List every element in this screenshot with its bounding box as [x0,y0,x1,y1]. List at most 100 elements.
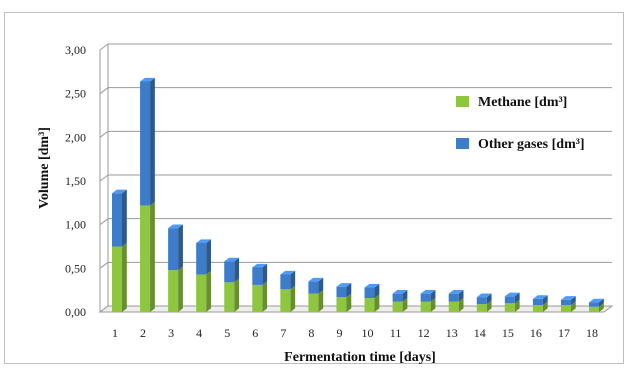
gridline-connector [99,43,109,51]
bar-methane-side [374,294,380,312]
legend-label: Methane [dm³] [478,95,567,110]
bar-other-gases-side [150,77,155,206]
bar-other-gases-side [262,263,268,285]
bar-methane-side [150,201,155,312]
bar-methane [589,306,599,312]
bar-other-gases [589,302,599,307]
bar-other-gases-top [364,283,380,288]
bar-other-gases [140,81,151,206]
x-tick-label: 7 [280,326,286,340]
bar-methane-side [262,281,268,312]
y-tick-label: 0,50 [65,261,86,275]
bar-methane-side [542,301,548,312]
bar-other-gases-top [420,290,436,294]
bar-methane-side [430,297,436,312]
x-tick-label: 17 [558,326,570,340]
bar-other-gases-top [448,290,464,294]
y-tick-label: 2,00 [65,130,86,144]
bar-other-gases-side [122,189,127,247]
bar-other-gases [112,193,122,247]
gridline-connector [99,174,109,182]
x-tick-label: 3 [168,326,174,340]
bar-other-gases [364,287,375,299]
y-axis-title: Volume [dm³] [37,127,52,209]
bar-methane-side [318,290,324,312]
bar-methane [560,305,571,312]
bar-other-gases-side [374,283,380,299]
bar-other-gases-side [234,257,240,283]
bar-other-gases-top [168,224,183,229]
bar-other-gases-side [346,283,352,298]
bar-methane [364,298,375,312]
x-tick-label: 13 [446,326,458,340]
bar-methane [308,293,319,312]
bar-methane [196,274,207,312]
bar-methane-side [486,300,492,312]
gridline-connector [99,261,109,269]
bar-other-gases [560,299,571,306]
legend-label: Other gases [dm³] [478,137,585,152]
bar-other-gases-side [206,239,211,275]
bars [112,77,604,312]
y-tick-label: 3,00 [65,43,86,57]
bar-methane [476,304,487,312]
bar-other-gases-side [178,224,183,271]
y-tick-label: 0,00 [65,305,86,319]
bar-methane [420,301,431,312]
legend-swatch [456,96,469,107]
x-tick-label: 10 [362,326,374,340]
bar-methane [224,282,235,312]
y-tick-label: 1,00 [65,218,86,232]
bar-other-gases [504,296,515,304]
bar-other-gases-top [476,293,492,298]
bar-other-gases [252,267,263,285]
bar-methane [336,297,347,312]
bar-methane [112,246,122,312]
bar-other-gases-top [196,239,211,244]
x-tick-label: 16 [530,326,542,340]
bar-other-gases-top [589,298,604,303]
bar-methane-side [570,301,576,312]
bar-other-gases-side [542,295,548,306]
bar-other-gases-top [252,263,268,268]
bar-methane [392,301,403,312]
x-tick-labels: 1 2 3 4 5 6 7 8 9 10 11 12 13 14 15 16 17 18 [112,326,598,340]
bar-methane-side [122,242,127,312]
y-tick-label: 1,50 [65,174,86,188]
gridline-connector [99,218,109,226]
x-tick-label: 11 [390,326,402,340]
x-tick-label: 15 [502,326,514,340]
bar-other-gases-top [224,257,240,262]
bar-other-gases-side [514,292,520,304]
y-tick-label: 2,50 [65,87,86,101]
bar-other-gases [392,293,403,302]
bar-other-gases [448,293,459,302]
bar-methane-side [514,299,520,312]
y-tick-labels: 0,00 0,50 1,00 1,50 2,00 2,50 3,00 [65,43,86,319]
gridline-connector [99,130,109,138]
bar-other-gases-top [392,290,408,294]
bar-methane [532,305,543,312]
bar-other-gases [196,243,207,275]
bar-other-gases [280,274,291,290]
bar-other-gases-side [458,290,464,302]
x-tick-label: 5 [224,326,230,340]
bar-methane-side [346,293,352,312]
x-tick-label: 4 [196,326,202,340]
bar-methane [448,301,459,312]
bar-methane [280,289,291,312]
bar-methane [140,205,151,312]
bar-other-gases-top [308,277,324,282]
bar-other-gases [420,293,431,302]
bar-other-gases-side [430,290,436,302]
legend: Methane [dm³] Other gases [dm³] [456,95,585,152]
bar-methane-side [206,270,211,312]
grid-lines [99,43,612,313]
x-tick-label: 18 [586,326,598,340]
bar-methane-side [458,297,464,312]
x-tick-label: 14 [474,326,486,340]
bar-other-gases-side [599,298,604,307]
x-tick-label: 9 [336,326,342,340]
bar-methane [168,270,179,312]
x-tick-label: 8 [308,326,314,340]
